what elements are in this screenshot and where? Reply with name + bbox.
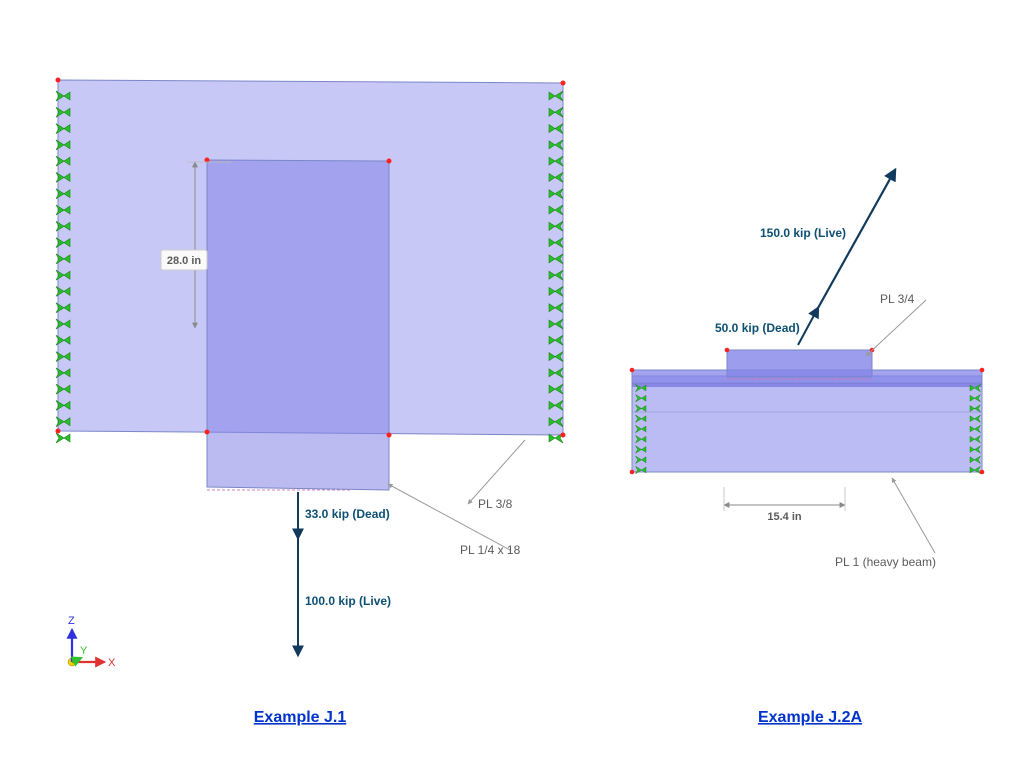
plate-top-small [727, 350, 872, 377]
plate-inner [207, 160, 389, 490]
caption-left[interactable]: Example J.1 [254, 709, 347, 726]
load-label-dead-right: 50.0 kip (Dead) [715, 321, 800, 335]
axis-z-label: Z [68, 615, 75, 627]
node-marker [387, 433, 392, 438]
node-marker [725, 348, 730, 353]
ann-plate-main: PL 1 (heavy beam) [835, 555, 936, 569]
load-label-live-right: 150.0 kip (Live) [760, 226, 846, 240]
node-marker [387, 159, 392, 164]
leader-inner [388, 484, 510, 550]
node-marker [980, 368, 985, 373]
node-marker [56, 78, 61, 83]
node-marker [56, 429, 61, 434]
leader-top [866, 300, 926, 356]
leader-main [892, 478, 935, 553]
ann-plate-outer: PL 3/8 [478, 497, 513, 511]
caption-right-link[interactable]: Example J.2A [758, 709, 863, 726]
beam-main [632, 376, 982, 472]
load-arrow-dead [798, 308, 818, 345]
diagram-canvas: 28.0 in 33.0 kip (Dead) 100.0 kip (Live) PL… [0, 0, 1024, 768]
caption-right[interactable]: Example J.2A [758, 709, 863, 726]
node-marker [980, 470, 985, 475]
axis-x-label: X [108, 657, 116, 669]
figure-right: 15.4 in 50.0 kip (Dead) 150.0 kip (Live) PL… [630, 170, 985, 569]
axis-y-label: Y [80, 645, 88, 657]
node-marker [561, 433, 566, 438]
leader-outer [468, 440, 525, 504]
load-label-dead: 33.0 kip (Dead) [305, 507, 390, 521]
dim-label-right: 15.4 in [767, 511, 802, 523]
ann-plate-inner: PL 1/4 x 18 [460, 543, 521, 557]
node-marker [205, 430, 210, 435]
support-icon [56, 433, 70, 443]
ann-plate-top: PL 3/4 [880, 292, 915, 306]
load-label-live: 100.0 kip (Live) [305, 594, 391, 608]
node-marker [630, 470, 635, 475]
axis-triad: Z X Y [68, 615, 116, 669]
dim-label: 28.0 in [167, 255, 202, 267]
node-marker [630, 368, 635, 373]
node-marker [561, 81, 566, 86]
figure-left: 28.0 in 33.0 kip (Dead) 100.0 kip (Live) PL… [56, 78, 566, 656]
caption-left-link[interactable]: Example J.1 [254, 709, 347, 726]
